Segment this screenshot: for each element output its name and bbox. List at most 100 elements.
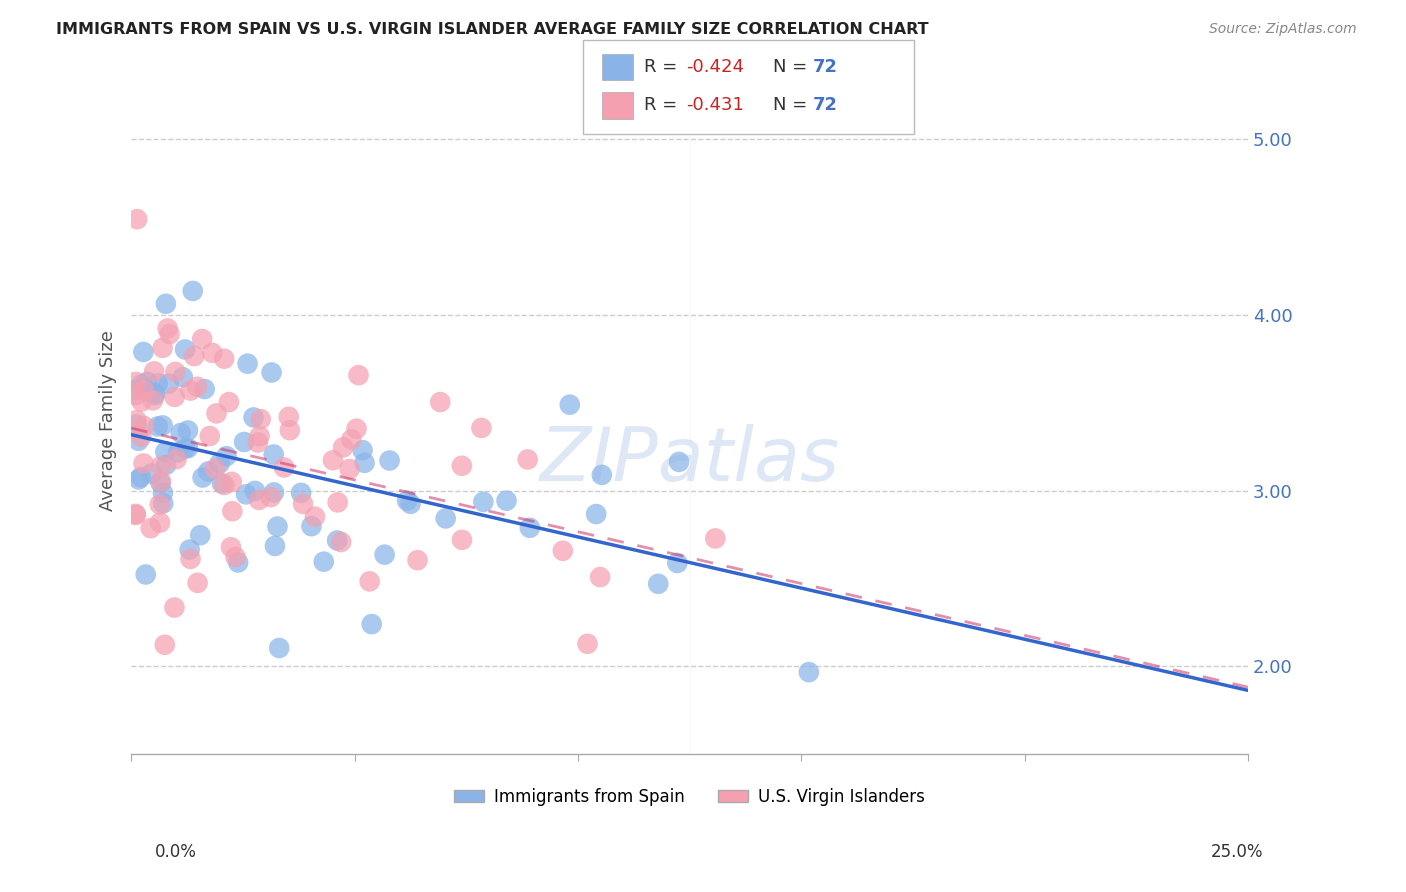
Point bbox=[125, 413, 148, 427]
Point bbox=[167, 445, 190, 459]
Text: -0.424: -0.424 bbox=[686, 58, 744, 76]
Point bbox=[332, 441, 354, 455]
Point bbox=[172, 370, 194, 384]
Point bbox=[177, 441, 200, 455]
Point bbox=[346, 422, 368, 436]
Point bbox=[359, 574, 381, 589]
Point bbox=[128, 473, 150, 487]
Point bbox=[155, 445, 177, 459]
Text: 72: 72 bbox=[813, 58, 838, 76]
Point bbox=[188, 528, 211, 542]
Point bbox=[260, 366, 283, 380]
Text: IMMIGRANTS FROM SPAIN VS U.S. VIRGIN ISLANDER AVERAGE FAMILY SIZE CORRELATION CH: IMMIGRANTS FROM SPAIN VS U.S. VIRGIN ISL… bbox=[56, 22, 929, 37]
Point bbox=[330, 535, 353, 549]
Point bbox=[191, 332, 214, 346]
Point bbox=[132, 419, 155, 434]
Point bbox=[219, 540, 242, 554]
Point bbox=[290, 486, 312, 500]
Point bbox=[211, 476, 233, 491]
Point bbox=[127, 212, 149, 227]
Point bbox=[214, 478, 236, 492]
Point bbox=[143, 388, 166, 402]
Point bbox=[152, 418, 174, 433]
Point bbox=[125, 508, 148, 522]
Point bbox=[668, 455, 690, 469]
Point bbox=[360, 617, 382, 632]
Point bbox=[170, 425, 193, 440]
Point bbox=[131, 377, 153, 392]
Point bbox=[198, 429, 221, 443]
Point bbox=[249, 412, 271, 426]
Point bbox=[260, 490, 283, 504]
Point bbox=[797, 665, 820, 680]
Point bbox=[183, 349, 205, 363]
Text: R =: R = bbox=[644, 58, 683, 76]
Point bbox=[135, 567, 157, 582]
Point bbox=[326, 495, 349, 509]
Point bbox=[277, 409, 299, 424]
Point bbox=[558, 398, 581, 412]
Text: -0.431: -0.431 bbox=[686, 96, 744, 114]
Point bbox=[225, 549, 247, 564]
Point bbox=[347, 368, 370, 383]
Point bbox=[666, 556, 689, 570]
Point bbox=[208, 456, 231, 470]
Point bbox=[143, 386, 166, 401]
Point bbox=[152, 485, 174, 500]
Point bbox=[149, 475, 172, 490]
Point bbox=[132, 383, 155, 397]
Point bbox=[247, 492, 270, 507]
Point bbox=[127, 434, 149, 448]
Point bbox=[179, 384, 201, 398]
Point bbox=[263, 448, 285, 462]
Point bbox=[163, 600, 186, 615]
Point bbox=[451, 533, 474, 547]
Point bbox=[174, 343, 197, 357]
Point bbox=[157, 376, 180, 391]
Point bbox=[589, 570, 612, 584]
Point bbox=[406, 553, 429, 567]
Point bbox=[429, 395, 451, 409]
Point bbox=[226, 556, 249, 570]
Point bbox=[141, 467, 163, 481]
Point bbox=[273, 460, 295, 475]
Point bbox=[399, 497, 422, 511]
Point bbox=[212, 351, 235, 366]
Point bbox=[125, 375, 148, 389]
Legend: Immigrants from Spain, U.S. Virgin Islanders: Immigrants from Spain, U.S. Virgin Islan… bbox=[447, 781, 932, 813]
Point bbox=[155, 458, 177, 472]
Point bbox=[125, 417, 148, 432]
Point bbox=[352, 443, 374, 458]
Text: ZIPatlas: ZIPatlas bbox=[540, 425, 839, 496]
Point bbox=[266, 519, 288, 533]
Point bbox=[472, 495, 495, 509]
Point bbox=[204, 462, 226, 476]
Point bbox=[159, 327, 181, 342]
Text: Source: ZipAtlas.com: Source: ZipAtlas.com bbox=[1209, 22, 1357, 37]
Point bbox=[264, 539, 287, 553]
Point bbox=[301, 519, 323, 533]
Point bbox=[374, 548, 396, 562]
Point bbox=[205, 406, 228, 420]
Point bbox=[131, 394, 153, 409]
Point bbox=[165, 365, 187, 379]
Text: N =: N = bbox=[773, 96, 813, 114]
Point bbox=[201, 346, 224, 360]
Point bbox=[155, 297, 177, 311]
Point bbox=[551, 543, 574, 558]
Point bbox=[129, 470, 152, 484]
Point bbox=[278, 423, 301, 437]
Point bbox=[218, 395, 240, 409]
Point bbox=[516, 452, 538, 467]
Point bbox=[246, 435, 269, 450]
Point bbox=[236, 357, 259, 371]
Point bbox=[150, 458, 173, 473]
Point bbox=[194, 382, 217, 396]
Point bbox=[591, 467, 613, 482]
Point bbox=[576, 637, 599, 651]
Point bbox=[378, 453, 401, 467]
Point bbox=[142, 393, 165, 408]
Point bbox=[197, 465, 219, 479]
Point bbox=[470, 421, 492, 435]
Point bbox=[434, 511, 457, 525]
